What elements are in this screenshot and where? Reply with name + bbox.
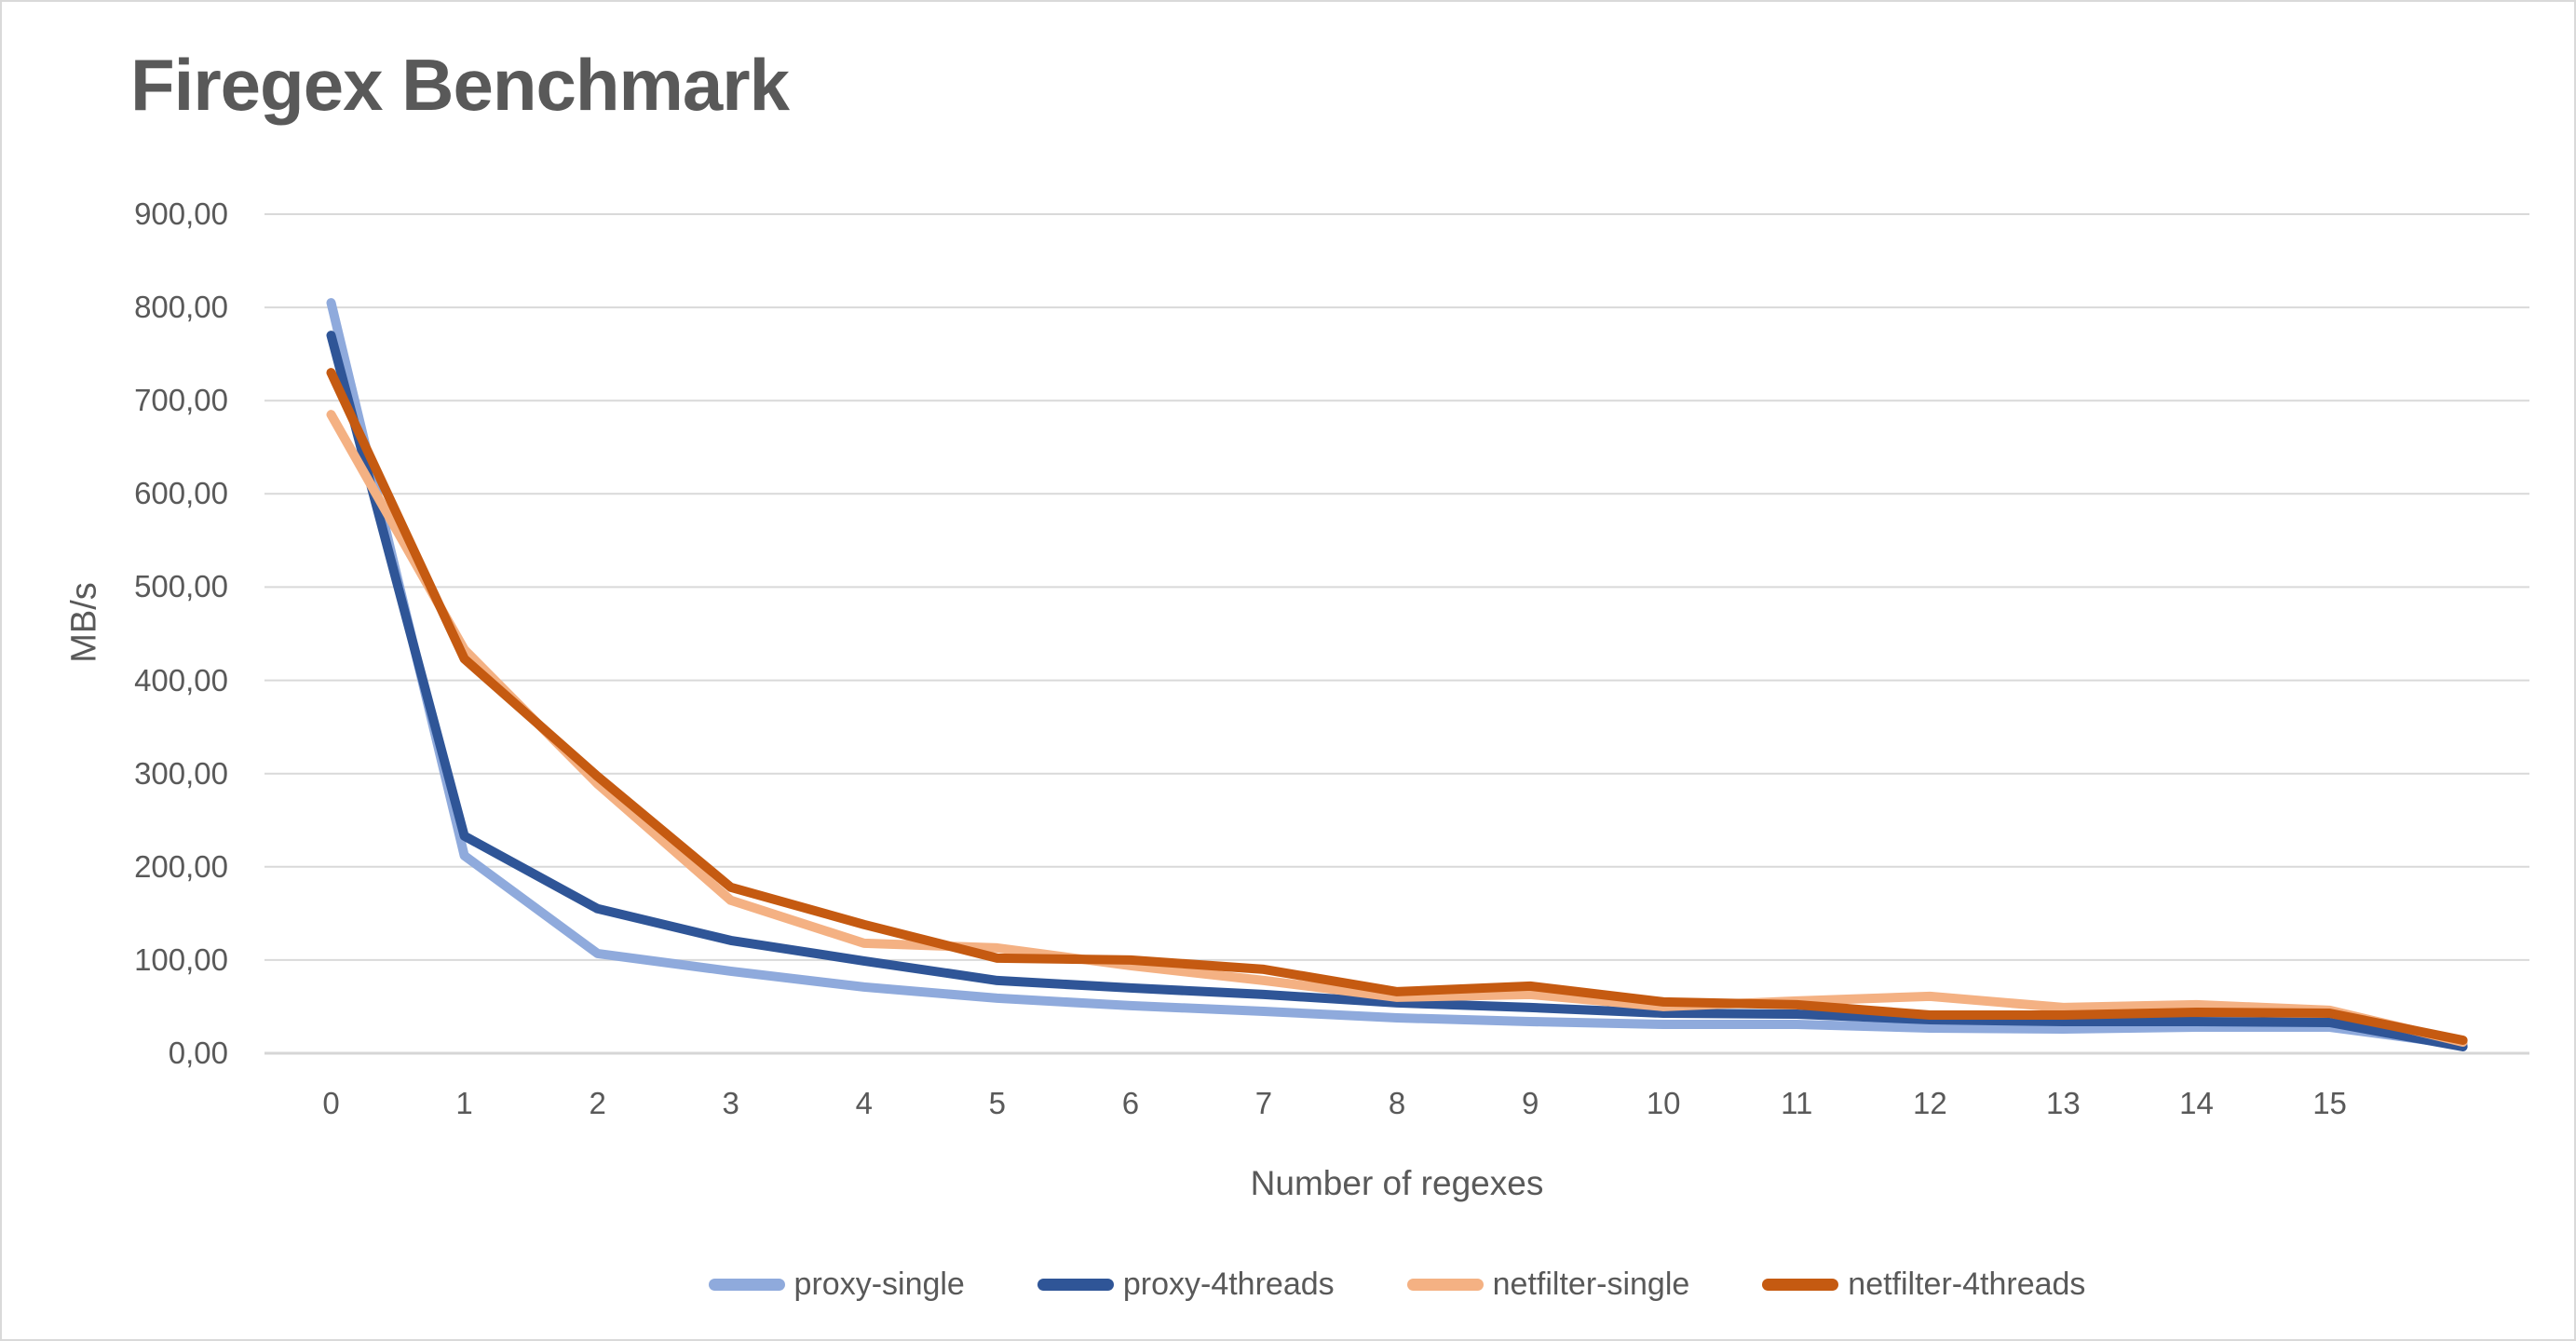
series-line-netfilter-single bbox=[326, 410, 2468, 1047]
x-tick-label: 0 bbox=[322, 1086, 340, 1120]
x-tick-label: 12 bbox=[1912, 1086, 1947, 1120]
x-tick-label: 13 bbox=[2046, 1086, 2081, 1120]
x-axis-title: Number of regexes bbox=[1250, 1164, 1544, 1202]
x-tick-label: 11 bbox=[1781, 1086, 1813, 1120]
legend-item-netfilter-4threads: netfilter-4threads bbox=[1762, 1266, 2085, 1303]
legend-item-netfilter-single: netfilter-single bbox=[1406, 1266, 1690, 1303]
x-tick-label: 6 bbox=[1121, 1086, 1140, 1120]
series-line-proxy-4threads bbox=[326, 331, 2468, 1051]
x-tick-label: 2 bbox=[589, 1086, 606, 1120]
legend: proxy-single proxy-4threads netfilter-sing… bbox=[264, 1266, 2529, 1303]
y-tick-label: 500,00 bbox=[134, 569, 228, 604]
legend-swatch-icon bbox=[1406, 1279, 1484, 1291]
legend-item-proxy-4threads: proxy-4threads bbox=[1037, 1266, 1335, 1303]
x-tick-label: 14 bbox=[2179, 1086, 2214, 1120]
gridlines bbox=[264, 213, 2529, 1055]
series-line-netfilter-4threads bbox=[326, 368, 2468, 1045]
x-tick-label: 10 bbox=[1646, 1086, 1681, 1120]
x-tick-label: 5 bbox=[988, 1086, 1007, 1120]
legend-item-proxy-single: proxy-single bbox=[708, 1266, 965, 1303]
y-tick-label: 400,00 bbox=[134, 662, 228, 698]
y-tick-label: 900,00 bbox=[134, 196, 228, 231]
x-tick-label: 9 bbox=[1521, 1086, 1539, 1120]
legend-swatch-icon bbox=[1037, 1279, 1114, 1291]
x-tick-label: 15 bbox=[2312, 1086, 2347, 1120]
legend-label: proxy-4threads bbox=[1122, 1266, 1335, 1302]
y-tick-label: 800,00 bbox=[134, 290, 228, 325]
legend-label: netfilter-4threads bbox=[1848, 1266, 2086, 1302]
y-tick-label: 100,00 bbox=[134, 941, 228, 977]
series-line-proxy-single bbox=[326, 298, 2468, 1050]
legend-swatch-icon bbox=[1762, 1279, 1839, 1291]
x-tick-label: 7 bbox=[1254, 1086, 1273, 1120]
y-axis-title: MB/s bbox=[64, 582, 104, 663]
legend-label: netfilter-single bbox=[1492, 1266, 1690, 1302]
legend-label: proxy-single bbox=[793, 1266, 965, 1302]
y-tick-label: 600,00 bbox=[134, 476, 228, 511]
chart-title: Firegex Benchmark bbox=[130, 44, 790, 126]
x-tick-label: 4 bbox=[855, 1086, 873, 1120]
x-tick-label: 8 bbox=[1388, 1086, 1406, 1120]
legend-swatch-icon bbox=[708, 1279, 785, 1291]
y-tick-label: 300,00 bbox=[134, 755, 228, 791]
y-tick-label: 0,00 bbox=[168, 1036, 228, 1070]
series-lines bbox=[326, 298, 2468, 1051]
x-tick-label: 3 bbox=[722, 1086, 739, 1120]
y-tick-label: 200,00 bbox=[134, 848, 228, 884]
x-tick-label: 1 bbox=[455, 1086, 473, 1120]
y-tick-label: 700,00 bbox=[134, 383, 228, 418]
